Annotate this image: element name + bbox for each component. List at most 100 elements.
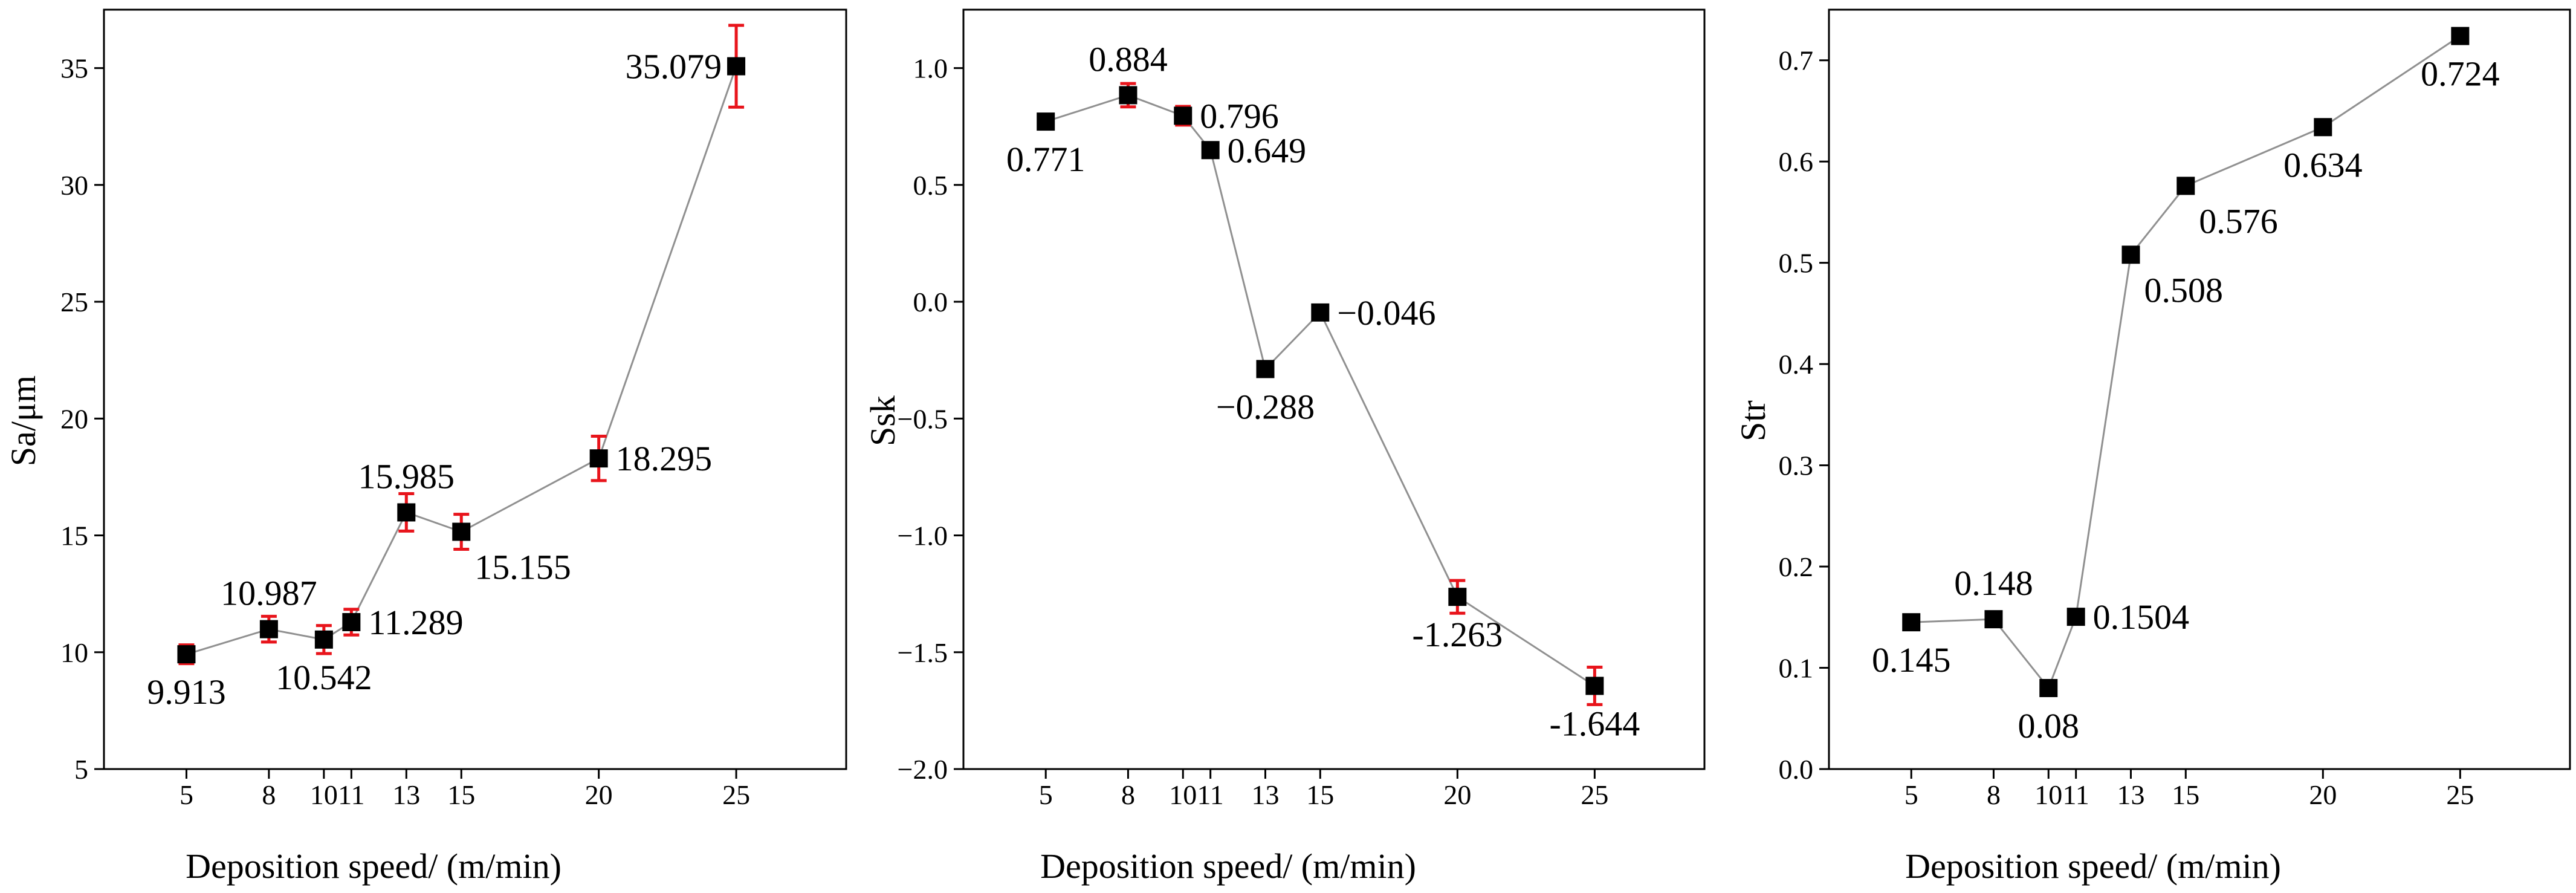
sa-x-tick-label: 11 bbox=[338, 779, 364, 810]
ssk-x-axis-title: Deposition speed/ (m/min) bbox=[1040, 846, 1416, 886]
sa-data-label: 18.295 bbox=[616, 439, 713, 478]
sa-data-label: 10.542 bbox=[276, 658, 372, 697]
ssk-data-point bbox=[1119, 86, 1138, 105]
ssk-y-tick-label: 0.5 bbox=[913, 170, 948, 201]
str-data-label: 0.576 bbox=[2199, 201, 2278, 241]
sa-y-tick-label: 20 bbox=[60, 403, 88, 434]
sa-y-tick-label: 10 bbox=[60, 637, 88, 668]
ssk-series-line bbox=[1045, 94, 1596, 687]
str-x-tick-label: 5 bbox=[1904, 779, 1918, 810]
sa-y-tick-label: 25 bbox=[60, 287, 88, 317]
sa-data-point bbox=[397, 503, 416, 522]
str-data-point bbox=[1902, 613, 1921, 632]
sa-y-tick-label: 35 bbox=[60, 53, 88, 84]
ssk-data-point bbox=[1174, 106, 1193, 125]
str-y-tick-label: 0.3 bbox=[1779, 450, 1814, 481]
ssk-y-tick-label: 1.0 bbox=[913, 53, 948, 84]
sa-x-tick-label: 5 bbox=[180, 779, 193, 810]
sa-x-tick-label: 20 bbox=[585, 779, 613, 810]
sa-y-axis-title: Sa/μm bbox=[4, 375, 43, 466]
sa-chart-panel: Deposition speed/ (m/min) Sa/μm 5 8 10 11 13… bbox=[4, 8, 847, 886]
sa-plot-frame bbox=[103, 8, 847, 770]
str-y-tick-label: 0.5 bbox=[1779, 248, 1814, 279]
ssk-x-tick-label: 13 bbox=[1251, 779, 1279, 810]
str-y-tick-label: 0.1 bbox=[1779, 653, 1814, 684]
sa-data-point bbox=[259, 620, 278, 638]
str-x-tick-label: 20 bbox=[2309, 779, 2337, 810]
str-data-label: 0.08 bbox=[2018, 706, 2080, 745]
ssk-x-tick-label: 25 bbox=[1581, 779, 1608, 810]
sa-y-tick-label: 15 bbox=[60, 521, 88, 551]
str-data-label: 0.634 bbox=[2283, 145, 2363, 184]
ssk-data-label: -1.263 bbox=[1412, 615, 1503, 654]
ssk-x-tick-label: 5 bbox=[1039, 779, 1053, 810]
ssk-x-tick-label: 11 bbox=[1197, 779, 1224, 810]
ssk-data-point bbox=[1256, 360, 1275, 378]
ssk-data-label: 0.884 bbox=[1089, 39, 1168, 79]
sa-data-point bbox=[452, 522, 471, 541]
ssk-data-label: 0.796 bbox=[1200, 96, 1279, 135]
str-chart-panel: Deposition speed/ (m/min) Str 5 8 10 11 13 15… bbox=[1733, 8, 2571, 886]
str-y-tick-label: 0.0 bbox=[1779, 754, 1814, 785]
str-data-point bbox=[2066, 608, 2085, 626]
ssk-data-point bbox=[1311, 303, 1330, 322]
ssk-x-tick-label: 20 bbox=[1443, 779, 1471, 810]
str-data-label: 0.1504 bbox=[2093, 597, 2190, 637]
str-y-tick-label: 0.4 bbox=[1779, 349, 1814, 380]
sa-series-line bbox=[186, 66, 737, 655]
str-y-tick-label: 0.7 bbox=[1779, 45, 1814, 76]
sa-data-label: 35.079 bbox=[626, 47, 722, 86]
ssk-plot-frame bbox=[962, 8, 1706, 770]
sa-x-tick-label: 10 bbox=[310, 779, 338, 810]
sa-data-point bbox=[727, 57, 746, 76]
ssk-y-tick-label: 0.0 bbox=[913, 287, 948, 317]
str-data-point bbox=[2121, 245, 2140, 264]
str-x-tick-label: 11 bbox=[2063, 779, 2089, 810]
ssk-x-tick-label: 8 bbox=[1121, 779, 1135, 810]
str-data-label: 0.724 bbox=[2421, 54, 2500, 94]
str-y-axis-title: Str bbox=[1733, 400, 1773, 441]
ssk-y-tick-label: −2.0 bbox=[898, 754, 948, 785]
str-data-point bbox=[1984, 610, 2003, 629]
sa-x-tick-label: 15 bbox=[447, 779, 475, 810]
ssk-data-label: 0.649 bbox=[1228, 131, 1306, 170]
ssk-data-point bbox=[1201, 141, 1220, 160]
str-data-label: 0.145 bbox=[1872, 640, 1951, 680]
str-x-tick-label: 13 bbox=[2117, 779, 2144, 810]
sa-data-label: 15.155 bbox=[474, 548, 571, 587]
sa-data-label: 11.289 bbox=[368, 603, 463, 642]
str-data-point bbox=[2176, 177, 2195, 195]
ssk-chart-panel: Deposition speed/ (m/min) Ssk 5 8 10 11 13 15… bbox=[863, 8, 1706, 886]
str-data-point bbox=[2314, 118, 2332, 137]
ssk-data-point bbox=[1448, 588, 1467, 606]
ssk-x-tick-label: 10 bbox=[1169, 779, 1197, 810]
str-x-axis-title: Deposition speed/ (m/min) bbox=[1905, 846, 2281, 886]
sa-data-point bbox=[589, 449, 608, 468]
ssk-data-point bbox=[1585, 677, 1604, 695]
ssk-data-label: −0.046 bbox=[1337, 293, 1435, 333]
str-plot-frame bbox=[1828, 8, 2571, 770]
str-x-tick-label: 10 bbox=[2034, 779, 2062, 810]
ssk-data-label: -1.644 bbox=[1549, 704, 1640, 743]
str-data-point bbox=[2039, 679, 2058, 698]
ssk-y-tick-label: −0.5 bbox=[898, 403, 948, 434]
sa-y-tick-label: 5 bbox=[74, 754, 88, 785]
str-y-tick-label: 0.6 bbox=[1779, 146, 1814, 177]
sa-data-label: 9.913 bbox=[147, 672, 226, 712]
str-x-tick-label: 15 bbox=[2172, 779, 2199, 810]
str-x-tick-label: 8 bbox=[1987, 779, 2001, 810]
sa-x-tick-label: 25 bbox=[722, 779, 750, 810]
sa-y-tick-label: 30 bbox=[60, 170, 88, 201]
str-x-tick-label: 25 bbox=[2446, 779, 2474, 810]
sa-x-tick-label: 13 bbox=[392, 779, 420, 810]
ssk-y-tick-label: −1.0 bbox=[898, 521, 948, 551]
str-data-label: 0.148 bbox=[1954, 563, 2033, 603]
sa-data-label: 15.985 bbox=[358, 456, 455, 496]
sa-data-point bbox=[314, 630, 333, 649]
ssk-y-tick-label: −1.5 bbox=[898, 637, 948, 668]
ssk-data-point bbox=[1037, 112, 1055, 131]
sa-x-tick-label: 8 bbox=[262, 779, 276, 810]
str-data-label: 0.508 bbox=[2144, 270, 2223, 310]
